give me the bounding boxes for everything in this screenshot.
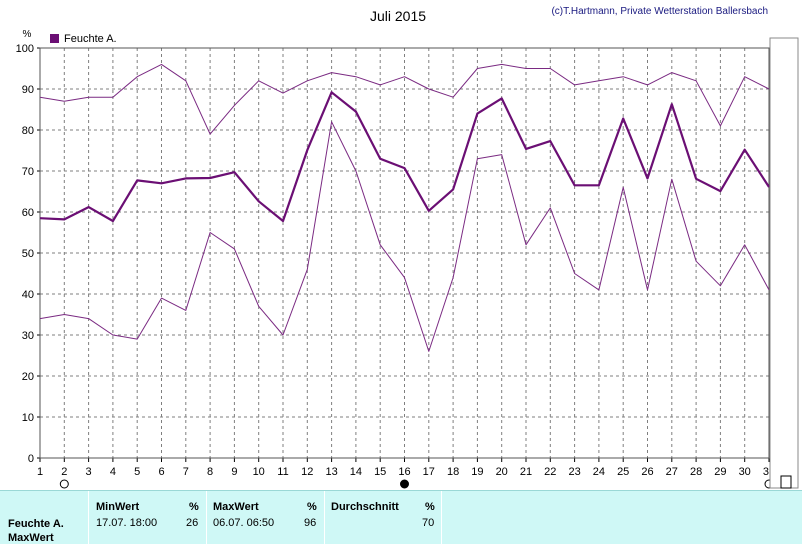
- x-tick-label: 9: [231, 466, 237, 478]
- y-tick-label: 50: [22, 248, 34, 260]
- chart-area: 0 10 20 30 40 50 60 70 80 90 100 1 2 3 4 5 6 7 8 9 10 11 12 13 1…: [16, 6, 799, 489]
- plot-frame: [39, 47, 770, 459]
- moon-new-icon: [400, 479, 409, 489]
- column-divider: [206, 491, 207, 544]
- y-tick-label: 60: [22, 207, 34, 219]
- x-tick-label: 13: [325, 466, 337, 478]
- avg-unit-header: %: [425, 501, 435, 513]
- series-line-mean: [39, 91, 770, 223]
- x-tick-label: 5: [134, 466, 140, 478]
- row-label: Feuchte A.: [8, 518, 64, 530]
- series-line-max: [39, 63, 770, 135]
- chart-title: Juli 2015: [370, 8, 426, 24]
- moon-markers: [59, 479, 774, 489]
- x-tick-label: 11: [277, 466, 288, 478]
- x-tick-label: 16: [398, 466, 410, 478]
- y-tick-label: 20: [22, 371, 34, 383]
- y-tick-label: 0: [28, 453, 34, 465]
- x-tick-label: 30: [739, 466, 751, 478]
- y-tick-label: 90: [22, 84, 34, 96]
- x-tick-label: 10: [253, 466, 265, 478]
- column-divider: [88, 491, 89, 544]
- y-tick-label: 10: [22, 412, 34, 424]
- legend-swatch: [50, 34, 59, 43]
- x-tick-label: 25: [617, 466, 629, 478]
- max-time: 06.07. 06:50: [213, 517, 275, 529]
- min-value: 26: [186, 517, 199, 529]
- x-tick-label: 1: [37, 466, 43, 478]
- legend-label: Feuchte A.: [64, 33, 117, 45]
- x-tick-label: 29: [714, 466, 726, 478]
- x-tick-label: 8: [207, 466, 213, 478]
- scrollbar-track[interactable]: [769, 37, 799, 489]
- x-tick-label: 23: [568, 466, 580, 478]
- x-tick-label: 2: [61, 466, 67, 478]
- max-header: MaxWert: [213, 501, 259, 513]
- grid: [40, 48, 769, 458]
- y-tick-label: 40: [22, 289, 34, 301]
- avg-value: 70: [422, 517, 435, 529]
- axes: [37, 47, 770, 462]
- x-tick-label: 12: [301, 466, 313, 478]
- min-time: 17.07. 18:00: [96, 517, 158, 529]
- x-tick-label: 7: [183, 466, 189, 478]
- x-tick-label: 3: [86, 466, 92, 478]
- x-tick-label: 28: [690, 466, 702, 478]
- column-divider: [441, 491, 442, 544]
- y-axis-label: %: [23, 29, 32, 40]
- x-tick-label: 18: [447, 466, 459, 478]
- avg-header: Durchschnitt: [331, 501, 399, 513]
- min-header: MinWert: [96, 501, 140, 513]
- min-unit-header: %: [189, 501, 199, 513]
- moon-full-icon: [59, 479, 69, 489]
- y-tick-label: 80: [22, 125, 34, 137]
- y-tick-label: 100: [16, 43, 34, 55]
- stats-panel: MinWert % MaxWert % Durchschnitt % Feuch…: [0, 490, 802, 544]
- column-divider: [324, 491, 325, 544]
- x-tick-label: 4: [110, 466, 116, 478]
- y-tick-label: 70: [22, 166, 34, 178]
- x-tick-label: 27: [666, 466, 678, 478]
- x-tick-label: 21: [520, 466, 532, 478]
- x-tick-label: 6: [158, 466, 164, 478]
- max-value: 96: [304, 517, 317, 529]
- copyright-text: (c)T.Hartmann, Private Wetterstation Bal…: [551, 6, 768, 17]
- x-tick-label: 22: [544, 466, 556, 478]
- x-tick-label: 20: [496, 466, 508, 478]
- x-tick-label: 17: [423, 466, 435, 478]
- x-tick-label: 15: [374, 466, 386, 478]
- max-unit-header: %: [307, 501, 317, 513]
- row-label-secondary: MaxWert: [8, 532, 54, 544]
- x-tick-label: 19: [471, 466, 483, 478]
- scroll-handle[interactable]: [780, 475, 792, 489]
- x-tick-label: 24: [593, 466, 605, 478]
- x-tick-label: 26: [641, 466, 653, 478]
- series-group: [39, 63, 770, 352]
- y-tick-label: 30: [22, 330, 34, 342]
- x-tick-label: 14: [350, 466, 362, 478]
- series-line-min: [39, 121, 770, 352]
